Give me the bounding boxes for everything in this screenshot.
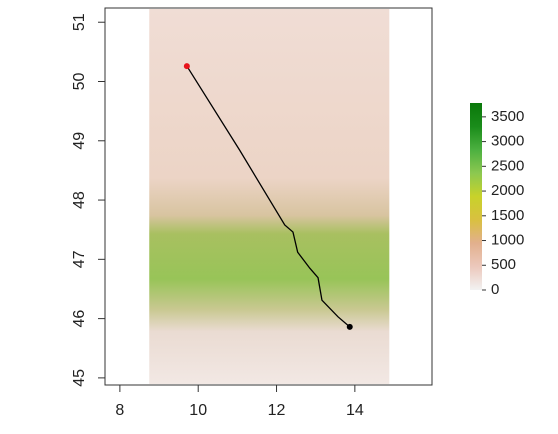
x-tick-label: 10 [189, 402, 207, 419]
legend-tick-label: 2000 [491, 182, 524, 199]
legend-tick-label: 3000 [491, 133, 524, 150]
legend: 0 500 1000 1500 2000 2500 3000 3500 [470, 103, 524, 298]
color-bar [470, 103, 482, 290]
x-tick-label: 8 [115, 402, 124, 419]
x-tick-label: 14 [346, 402, 364, 419]
y-tick-label: 50 [71, 73, 88, 91]
y-tick-label: 47 [71, 250, 88, 268]
legend-tick-label: 1500 [491, 207, 524, 224]
y-tick-label: 48 [71, 191, 88, 209]
legend-tick-label: 500 [491, 256, 516, 273]
legend-tick-label: 0 [491, 281, 499, 298]
y-tick-label: 46 [71, 310, 88, 328]
end-point [347, 324, 353, 330]
start-point [184, 63, 190, 69]
chart: 8 10 12 14 45 46 47 48 49 50 51 0 500 1000 1500 2000 250… [0, 0, 558, 434]
y-tick-label: 51 [71, 13, 88, 31]
y-tick-label: 45 [71, 369, 88, 387]
legend-tick-label: 1000 [491, 231, 524, 248]
y-tick-label: 49 [71, 132, 88, 150]
legend-tick-label: 2500 [491, 157, 524, 174]
x-tick-label: 12 [268, 402, 286, 419]
legend-tick-label: 3500 [491, 108, 524, 125]
